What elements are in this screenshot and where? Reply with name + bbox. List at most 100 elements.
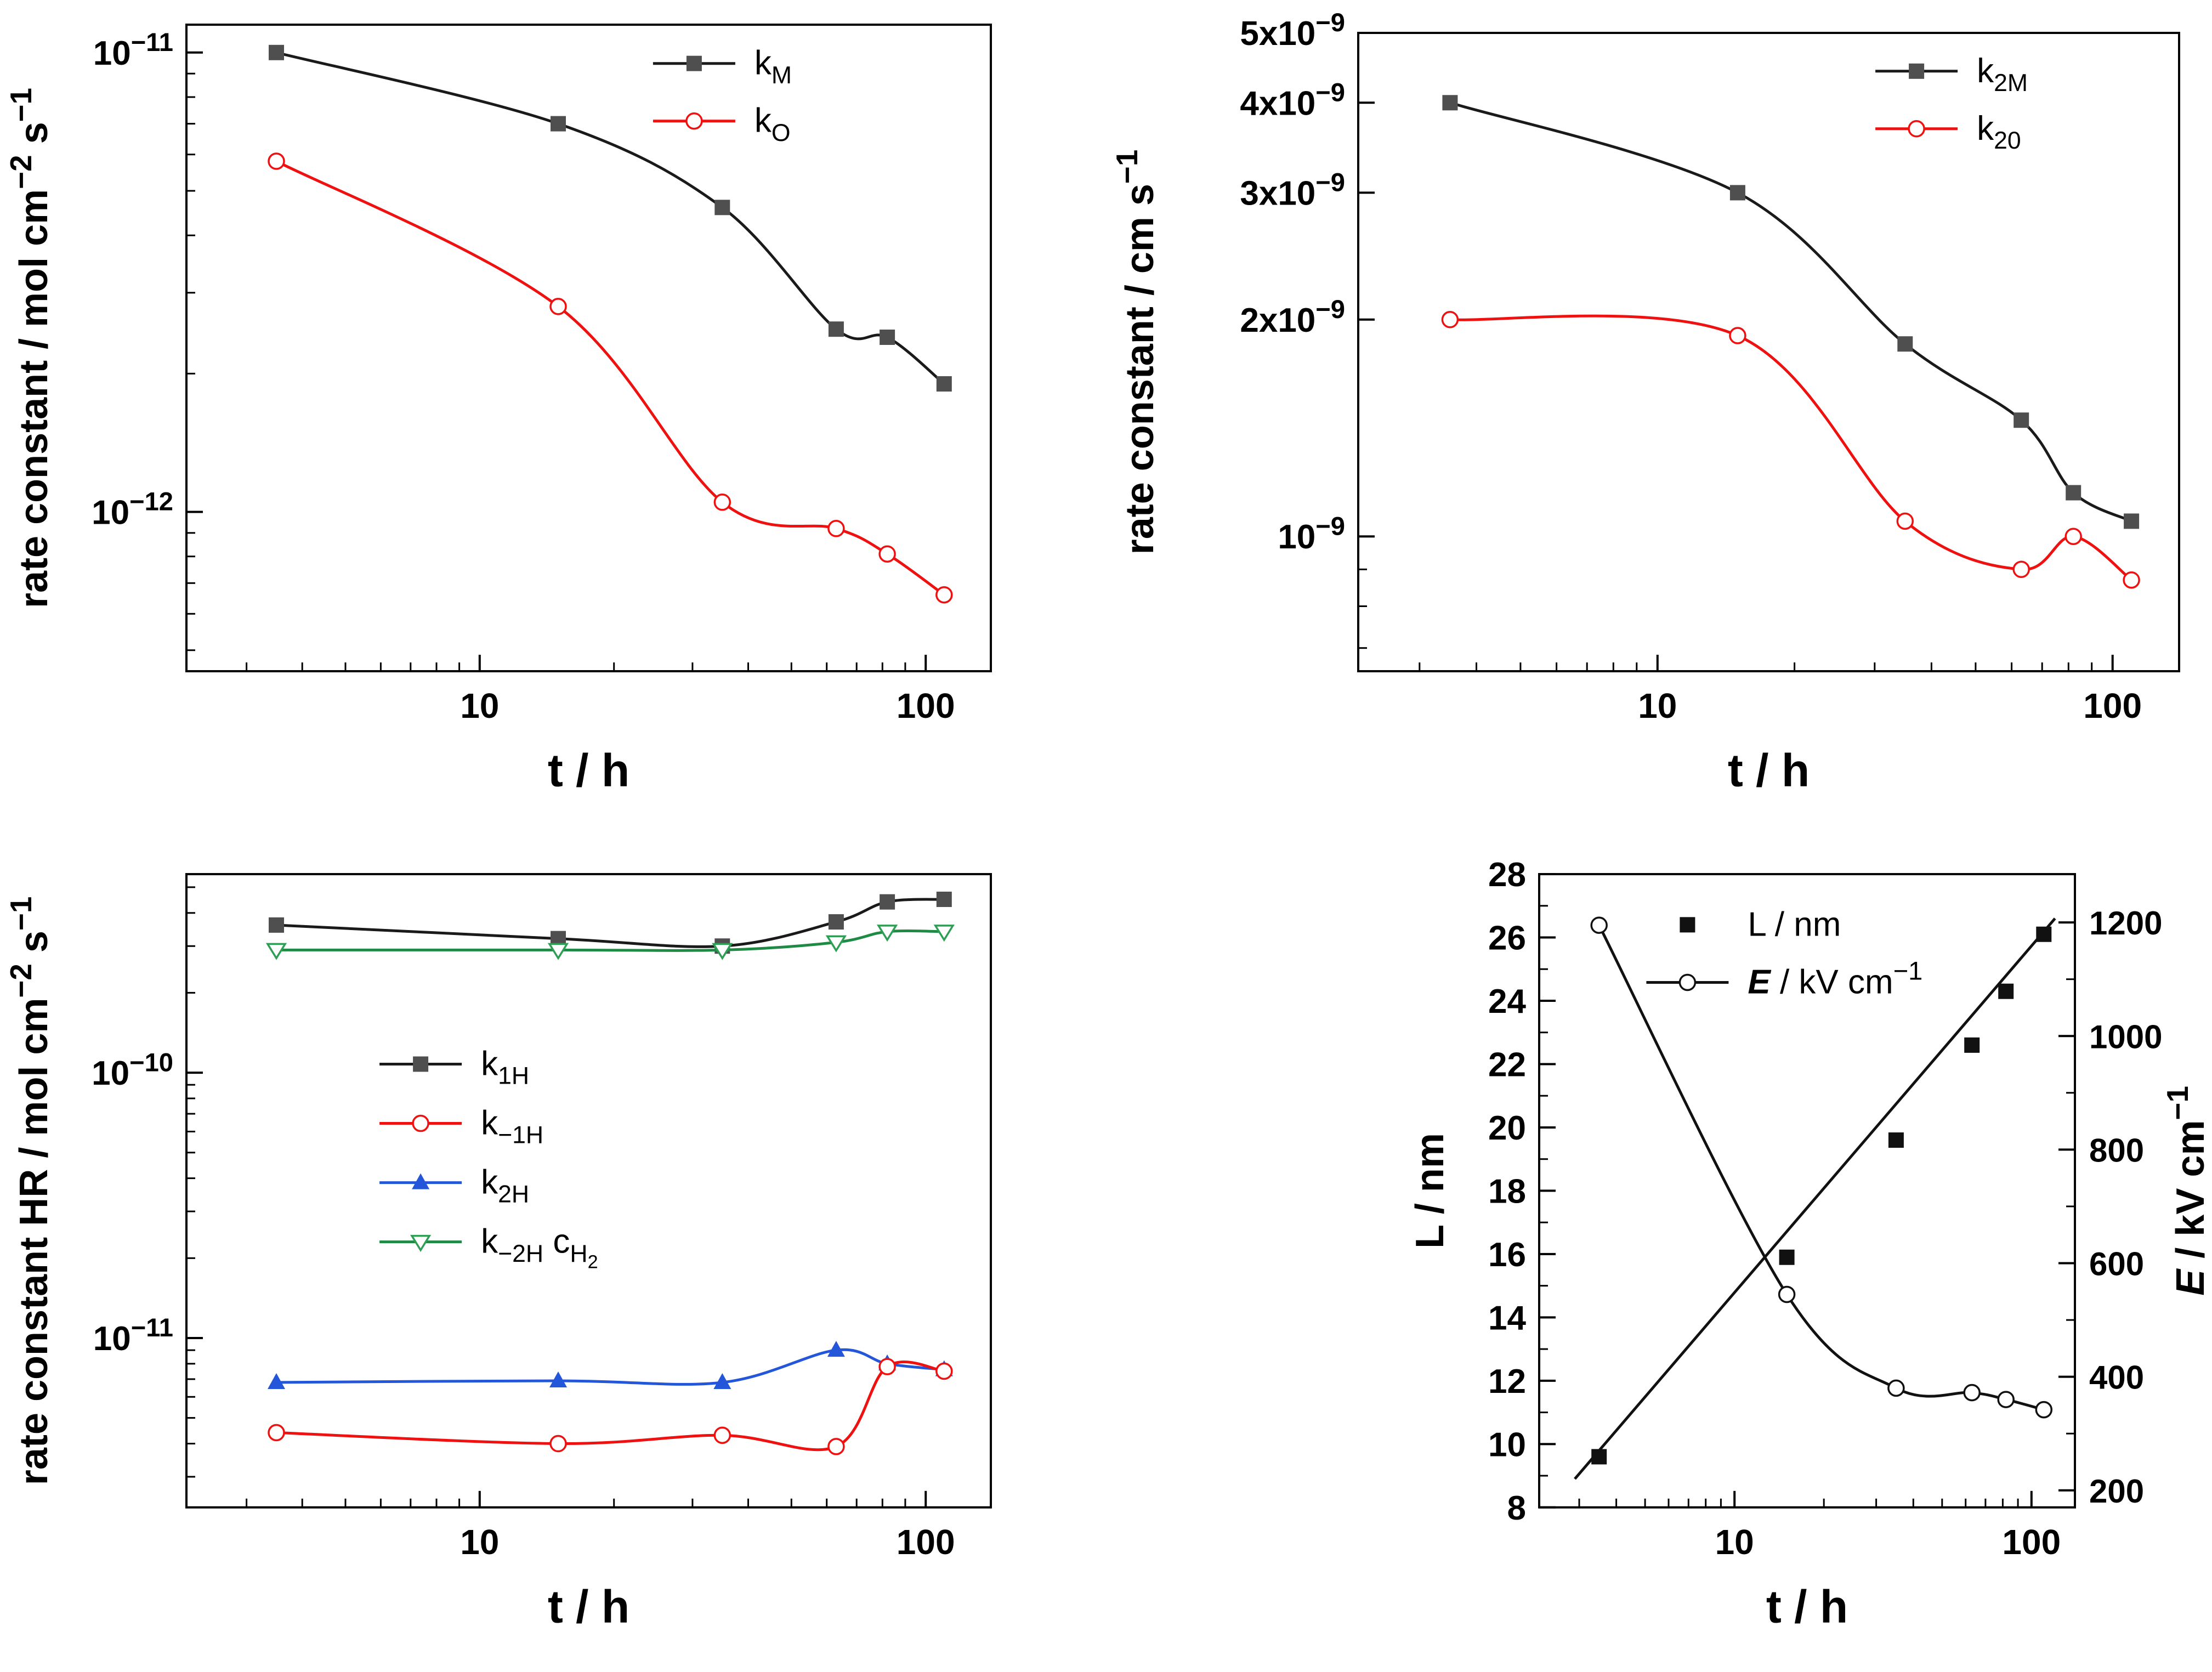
text-part: −2H <box>498 1240 543 1267</box>
marker-square <box>1680 917 1695 933</box>
marker-open-triangle-down <box>712 943 733 960</box>
marker-open-circle <box>827 520 845 537</box>
text-part: rate constant HR / mol cm <box>12 998 56 1486</box>
x-axis-title: t / h <box>548 745 629 796</box>
y-axis-title: rate constant / mol cm−2 s−1 <box>4 88 56 608</box>
marker-open-circle <box>1908 120 1925 138</box>
text-part: 20 <box>1994 127 2021 154</box>
legend-item-k2H: k2H <box>379 1164 529 1208</box>
marker-open-triangle-down <box>265 943 287 960</box>
marker-open-circle <box>268 1424 285 1442</box>
text-part: −1 <box>1893 956 1923 985</box>
series-E <box>1590 916 2053 1419</box>
marker-open-triangle-down <box>547 943 569 960</box>
x-tick-label: 10 <box>460 1522 499 1562</box>
marker-open-circle <box>827 1438 845 1455</box>
marker-open-circle <box>713 1426 731 1444</box>
text-part: −9 <box>1315 78 1345 107</box>
plot-frame <box>185 24 992 672</box>
marker-open-circle <box>1896 512 1914 530</box>
legend-item-kM: kM <box>653 44 792 89</box>
text-part: k <box>481 1104 498 1142</box>
text-part: −2 <box>4 155 38 189</box>
y-tick-label: 10−11 <box>93 1313 173 1358</box>
text-part: 10 <box>1638 686 1677 726</box>
legend-item-kO: kO <box>653 102 791 146</box>
marker-open-circle <box>2123 571 2140 589</box>
text-part: 20 <box>1488 1109 1526 1147</box>
marker-open-circle <box>1729 327 1746 344</box>
series-k2M <box>1442 95 2140 529</box>
series-line-E <box>1597 925 2044 1412</box>
legend-item-L: L / nm <box>1680 905 1841 943</box>
marker-square <box>880 894 895 910</box>
marker-square <box>1729 185 1745 201</box>
marker-square <box>1779 1249 1795 1265</box>
text-part: −9 <box>1315 8 1345 37</box>
text-part: s <box>12 122 56 155</box>
legend-item-k20: k20 <box>1875 110 2021 154</box>
text-part: −9 <box>1315 294 1345 324</box>
text-part: t / h <box>1728 745 1810 796</box>
text-part: 22 <box>1488 1046 1526 1084</box>
marker-square <box>269 44 284 60</box>
y2-tick-label: 1000 <box>2089 1018 2162 1055</box>
marker-triangle-up <box>549 1371 567 1387</box>
x-tick-label: 10 <box>1638 686 1677 726</box>
x-tick-label: 100 <box>897 1522 955 1562</box>
text-part: 200 <box>2089 1473 2144 1510</box>
legend-item-km2H: k−2H cH2 <box>379 1223 598 1273</box>
text-part: −10 <box>129 1047 173 1076</box>
text-part: k <box>1977 52 1994 90</box>
series-line-L <box>1574 917 2056 1480</box>
legend-label-L: L / nm <box>1748 905 1841 943</box>
text-part: 16 <box>1488 1236 1526 1274</box>
marker-square <box>828 321 844 337</box>
marker-square <box>2036 926 2052 942</box>
text-part: c <box>543 1223 570 1261</box>
marker-open-circle <box>412 1114 429 1132</box>
text-part: 10 <box>1278 518 1315 556</box>
text-part: −1 <box>2160 1086 2194 1120</box>
text-part: 28 <box>1488 856 1526 894</box>
text-part: k <box>755 44 772 82</box>
y-tick-label: 10−12 <box>92 487 173 532</box>
legend-item-k1H: k1H <box>379 1045 529 1090</box>
text-part: / kV cm <box>1771 963 1893 1001</box>
series-k2H <box>268 1341 953 1389</box>
text-part: 10 <box>93 1320 131 1358</box>
marker-open-circle <box>1678 973 1697 991</box>
text-part: / kV cm <box>2169 1120 2212 1269</box>
y-axis: 8 10 12 14 16 18 20 22 24 26 28 <box>1488 856 1556 1527</box>
text-part: k <box>481 1164 498 1201</box>
chart-grain-size-field: 10 100 t / h 8 10 12 14 16 18 20 22 24 26 28 L / nm 200… <box>1106 836 2212 1672</box>
marker-triangle-up <box>713 1373 731 1389</box>
text-part: −11 <box>131 1313 173 1342</box>
y-tick-label: 5x10−9 <box>1240 8 1345 53</box>
marker-open-triangle-down <box>825 935 847 953</box>
marker-square <box>1591 1449 1607 1465</box>
y-axis-title-group: rate constant / mol cm−2 s−1 <box>4 88 56 608</box>
text-part: −9 <box>1315 511 1345 540</box>
text-part: k <box>755 102 772 140</box>
marker-open-triangle-down <box>876 925 898 942</box>
x-axis: 10 100 <box>1578 1490 2061 1562</box>
text-part: 100 <box>897 686 955 726</box>
y-tick-label: 20 <box>1488 1109 1526 1147</box>
marker-square <box>936 376 952 392</box>
x-tick-label: 100 <box>897 686 955 726</box>
marker-open-circle <box>2012 560 2030 579</box>
y-tick-label: 22 <box>1488 1046 1526 1084</box>
y-tick-label: 10 <box>1488 1426 1526 1464</box>
marker-square <box>413 1056 429 1072</box>
x-tick-label: 10 <box>460 686 499 726</box>
y-tick-label: 8 <box>1507 1489 1526 1527</box>
marker-triangle-up <box>412 1173 430 1189</box>
marker-open-circle <box>935 1362 953 1380</box>
legend-label-k1H: k1H <box>481 1045 529 1089</box>
text-part: 10 <box>92 494 129 532</box>
text-part: −9 <box>1315 168 1345 197</box>
marker-open-circle <box>1778 1285 1796 1303</box>
